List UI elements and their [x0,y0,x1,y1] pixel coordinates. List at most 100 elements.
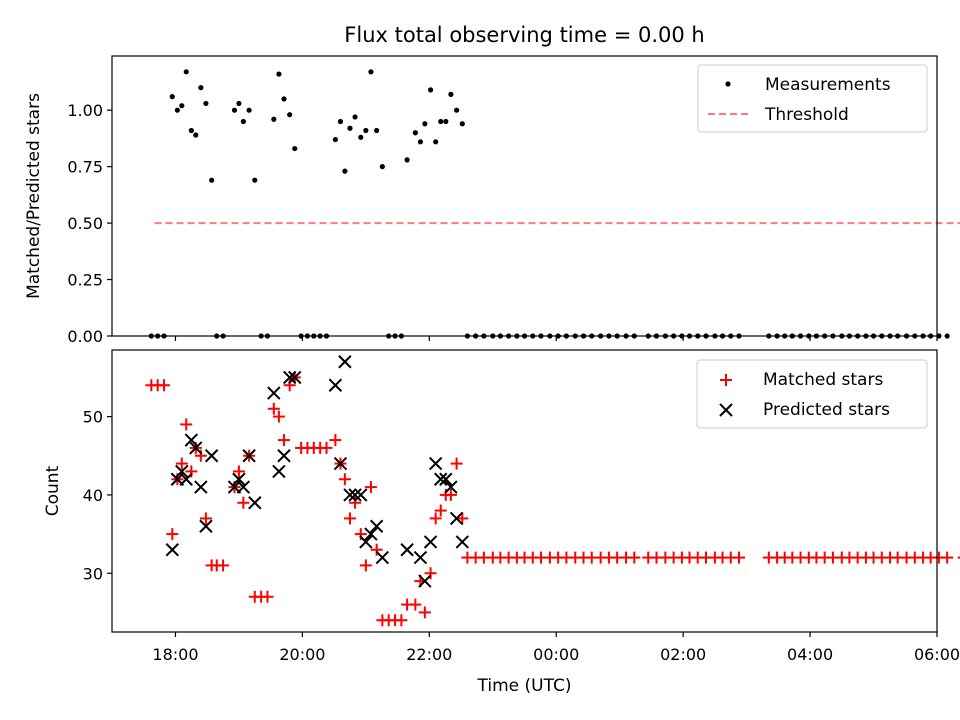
matched-star-marker [395,614,408,627]
bottom-panel: 30 40 50 18:00 20:00 22:00 00:00 02:00 04:00 06:0… [43,349,960,696]
measurement-point [417,139,424,145]
top-plot-marks [148,69,960,339]
measurement-point [240,118,246,125]
predicted-marker-b [338,355,352,369]
predicted-star-marker [199,519,213,533]
matched-star-marker [359,559,372,572]
predicted-marker-b [242,449,256,463]
top-y-axis-label: Matched/Predicted stars [24,93,44,299]
predicted-star-marker [343,488,357,502]
predicted-star-marker [439,472,453,486]
matched-star-marker [444,488,457,501]
predicted-star-marker [354,488,368,502]
predicted-marker-b [248,496,262,510]
predicted-marker-b [272,464,286,479]
predicted-marker-b [413,550,428,565]
legend-predicted-label: Predicted stars [763,400,890,420]
matched-star-marker [733,551,745,564]
measurement-point [179,103,185,109]
measurement-point [287,112,293,118]
x-tick-label: 18:00 [152,645,198,664]
predicted-star-marker [423,535,438,549]
matched-star-marker [329,434,342,447]
measurement-point [174,107,180,113]
measurement-point [342,168,348,174]
matched-star-marker [217,559,230,572]
predicted-marker-b [165,543,179,557]
top-plot-frame [111,55,938,337]
measurement-point [209,177,215,183]
predicted-marker-b [189,441,203,455]
x-tick-label: 02:00 [660,645,706,664]
bottom-plot-frame [111,349,938,633]
predicted-star-marker [277,449,291,463]
x-axis-label: Time (UTC) [477,676,572,696]
predicted-star-marker [413,550,428,565]
matched-star-marker [158,379,171,392]
matched-star-marker [941,551,954,564]
predicted-marker-b [179,472,193,486]
top-legend: Measurements Threshold [697,64,928,133]
matched-star-marker [267,402,280,415]
measurement-point [944,333,950,339]
predicted-star-marker [189,441,203,455]
matched-star-marker [429,512,442,525]
predicted-star-marker [267,386,281,400]
measurement-point [404,157,410,163]
measurement-point [271,116,277,122]
measurement-point [412,130,418,136]
matched-star-marker [434,504,447,517]
predicted-marker-b [359,535,373,549]
matched-star-marker [343,512,356,525]
predicted-marker-b [428,456,443,471]
predicted-marker-b [199,519,213,533]
measurement-point [193,132,199,138]
measurement-point [358,134,364,140]
top-y-tick-label: 0.50 [67,214,103,233]
bottom-plot-marks [145,355,960,627]
measurement-point [236,100,242,107]
predicted-marker-b [267,386,281,400]
measurement-point [459,121,465,127]
matched-star-marker [277,434,290,447]
measurement-point [252,177,258,183]
predicted-marker-b [194,480,208,494]
bottom-y-axis-label: Count [43,465,63,516]
legend-measurements-label: Measurements [765,75,891,95]
matched-star-marker [628,551,641,564]
predicted-star-marker [165,543,179,557]
measurement-point [281,96,287,102]
x-tick-label: 20:00 [279,645,325,664]
predicted-marker-b [449,511,464,526]
bottom-legend: Matched stars Predicted stars [696,359,928,429]
predicted-marker-b [277,449,291,463]
matched-star-marker [424,567,437,580]
measurement-point [169,94,175,100]
legend-measurement-marker [725,81,731,87]
bottom-axes: 30 40 50 18:00 20:00 22:00 00:00 02:00 04:00 06:0… [83,408,960,664]
predicted-star-marker [359,535,373,549]
matched-star-marker [456,512,469,525]
matched-star-marker [450,457,463,470]
matched-star-marker [338,473,351,486]
matched-star-marker [199,512,212,525]
predicted-star-marker [400,543,414,557]
bottom-y-tick-label: 30 [83,564,103,583]
predicted-marker-b [418,574,432,588]
bottom-y-tick-label: 50 [83,408,103,427]
measurement-point [352,114,358,120]
predicted-marker-b [328,378,343,392]
measurement-point [198,85,204,91]
measurement-point [183,69,189,75]
predicted-star-marker [236,480,251,494]
measurement-point [433,139,439,145]
x-tick-label: 22:00 [406,645,452,664]
x-tick-label: 00:00 [533,645,579,664]
predicted-star-marker [444,480,458,494]
measurement-point [231,107,238,113]
predicted-marker-b [175,464,189,479]
predicted-star-marker [348,488,362,502]
measurement-point [443,118,449,125]
predicted-star-marker [364,527,378,541]
matched-star-marker [175,457,188,470]
